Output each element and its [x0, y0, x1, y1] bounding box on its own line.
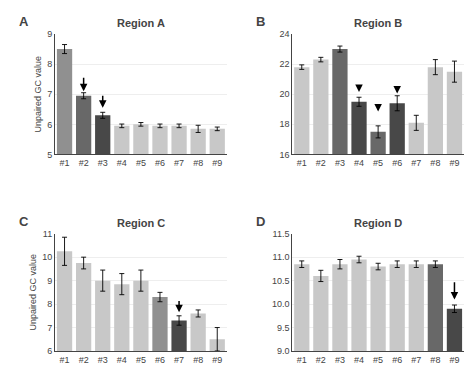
- svg-text:Region B: Region B: [354, 17, 402, 29]
- svg-text:Unpaired GC value: Unpaired GC value: [28, 254, 38, 331]
- svg-text:#2: #2: [316, 158, 326, 168]
- svg-text:#5: #5: [373, 355, 383, 365]
- svg-text:#1: #1: [60, 355, 70, 365]
- svg-text:#9: #9: [449, 158, 459, 168]
- svg-text:#5: #5: [136, 355, 146, 365]
- svg-text:#8: #8: [193, 158, 203, 168]
- svg-text:11.0: 11.0: [273, 252, 290, 262]
- svg-text:A: A: [19, 14, 29, 29]
- svg-text:D: D: [256, 214, 265, 229]
- svg-text:10.5: 10.5: [272, 276, 290, 286]
- svg-text:#7: #7: [411, 158, 421, 168]
- svg-text:#1: #1: [60, 158, 70, 168]
- svg-text:8: 8: [47, 299, 52, 309]
- svg-text:10: 10: [42, 252, 52, 262]
- svg-text:9: 9: [47, 276, 52, 286]
- svg-text:B: B: [256, 14, 265, 29]
- svg-text:#6: #6: [155, 355, 165, 365]
- svg-text:Region D: Region D: [354, 217, 402, 229]
- svg-text:#6: #6: [392, 158, 402, 168]
- svg-text:#9: #9: [212, 158, 222, 168]
- svg-text:#7: #7: [174, 158, 184, 168]
- svg-text:#1: #1: [297, 158, 307, 168]
- svg-text:C: C: [19, 214, 29, 229]
- svg-text:6: 6: [47, 120, 52, 130]
- svg-text:7: 7: [47, 89, 52, 99]
- svg-text:Region A: Region A: [117, 17, 165, 29]
- svg-text:#2: #2: [316, 355, 326, 365]
- svg-text:Unpaired GC value: Unpaired GC value: [33, 56, 43, 133]
- svg-text:#8: #8: [193, 355, 203, 365]
- svg-text:9: 9: [47, 29, 52, 39]
- svg-text:#5: #5: [136, 158, 146, 168]
- svg-text:#6: #6: [155, 158, 165, 168]
- svg-text:#3: #3: [335, 355, 345, 365]
- svg-text:#4: #4: [117, 158, 127, 168]
- svg-text:11.5: 11.5: [273, 229, 290, 239]
- svg-text:#8: #8: [430, 158, 440, 168]
- svg-text:#7: #7: [174, 355, 184, 365]
- svg-text:#7: #7: [411, 355, 421, 365]
- svg-text:#2: #2: [79, 355, 89, 365]
- svg-text:10.0: 10.0: [272, 299, 290, 309]
- svg-text:6: 6: [47, 346, 52, 356]
- svg-text:#3: #3: [98, 355, 108, 365]
- svg-text:#9: #9: [449, 355, 459, 365]
- svg-text:9.5: 9.5: [277, 323, 290, 333]
- svg-text:#4: #4: [117, 355, 127, 365]
- svg-text:7: 7: [47, 323, 52, 333]
- svg-text:#6: #6: [392, 355, 402, 365]
- svg-text:9.0: 9.0: [277, 346, 290, 356]
- svg-text:#3: #3: [335, 158, 345, 168]
- svg-text:#2: #2: [79, 158, 89, 168]
- svg-text:20: 20: [279, 89, 289, 99]
- svg-text:#3: #3: [98, 158, 108, 168]
- svg-text:Region C: Region C: [117, 217, 165, 229]
- svg-text:16: 16: [279, 150, 289, 160]
- svg-text:18: 18: [279, 119, 289, 129]
- svg-text:#4: #4: [354, 355, 364, 365]
- svg-text:#5: #5: [373, 158, 383, 168]
- svg-text:#4: #4: [354, 158, 364, 168]
- svg-text:#9: #9: [212, 355, 222, 365]
- svg-text:5: 5: [47, 150, 52, 160]
- svg-text:11: 11: [43, 229, 52, 239]
- svg-text:24: 24: [279, 29, 289, 39]
- svg-text:#1: #1: [297, 355, 307, 365]
- svg-text:#8: #8: [430, 355, 440, 365]
- svg-text:8: 8: [47, 59, 52, 69]
- svg-text:22: 22: [279, 59, 289, 69]
